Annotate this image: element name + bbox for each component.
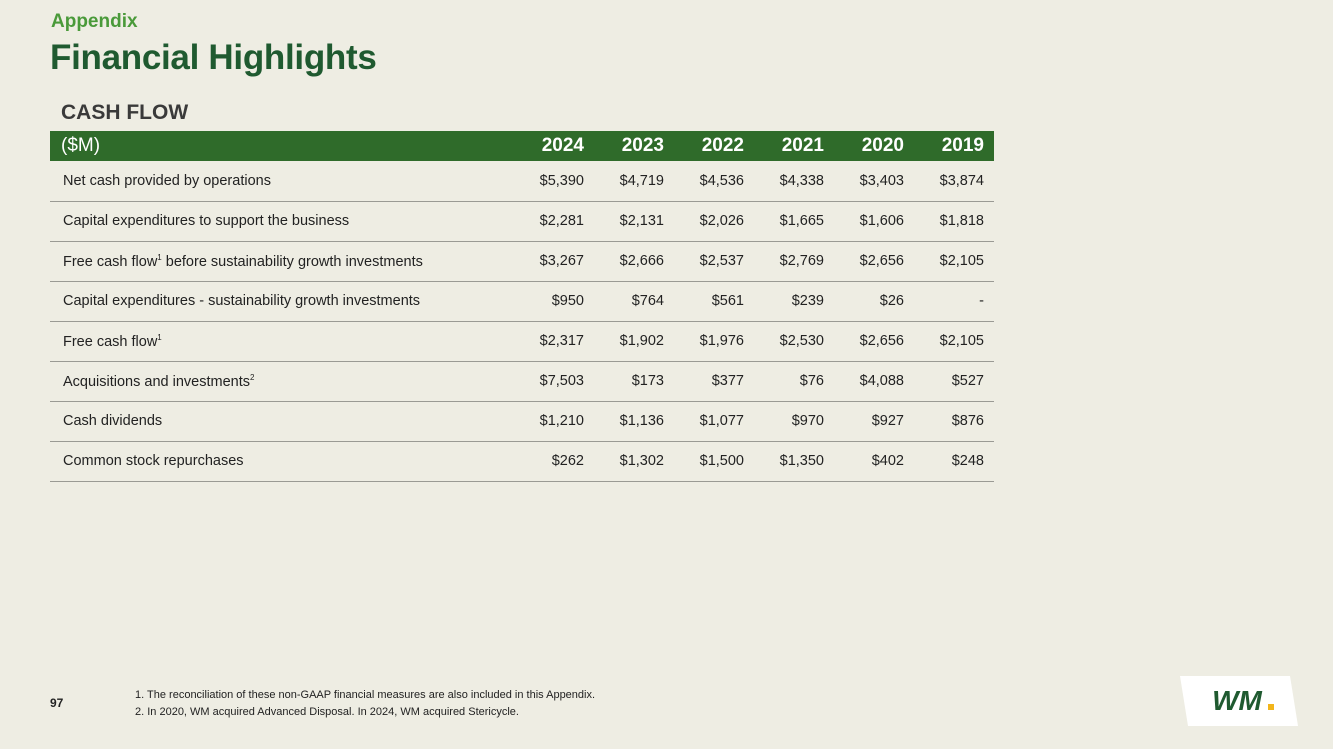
row-label-suffix: before sustainability growth investments [161, 253, 423, 270]
row-label: Capital expenditures - sustainability gr… [50, 281, 514, 321]
cell-value: $764 [631, 293, 664, 309]
row-label: Free cash flow1 before sustainability gr… [50, 241, 514, 281]
cell-value: $402 [871, 453, 904, 469]
row-label-text: Net cash provided by operations [63, 172, 271, 189]
row-label: Free cash flow1 [50, 321, 514, 361]
year-header: 2020 [861, 135, 904, 156]
cell-value: $2,105 [939, 253, 984, 269]
cash-flow-table: ($M) 2024 2023 2022 2021 2020 2019 Net c… [50, 131, 994, 482]
row-label: Acquisitions and investments2 [50, 361, 514, 401]
cell-value: $3,874 [939, 172, 984, 189]
footnote-marker: 2 [250, 372, 255, 382]
row-label-text: Common stock repurchases [63, 453, 244, 469]
table-row: Free cash flow1 before sustainability gr… [50, 241, 994, 281]
cell-value: $1,976 [699, 333, 744, 349]
unit-header: ($M) [61, 135, 101, 156]
page-title: Financial Highlights [50, 38, 377, 77]
cell-value: $2,131 [619, 213, 664, 229]
table-header-row: ($M) 2024 2023 2022 2021 2020 2019 [50, 131, 994, 161]
year-header: 2023 [621, 135, 664, 156]
cell-value: $1,500 [699, 453, 744, 469]
cell-value: $2,281 [539, 213, 584, 229]
cell-value: $4,088 [859, 373, 904, 389]
row-label-text: Free cash flow [63, 333, 158, 350]
footnote-marker: 1 [157, 332, 162, 342]
row-label: Capital expenditures to support the busi… [50, 201, 514, 241]
cell-value: $1,818 [939, 213, 984, 229]
row-label-text: Capital expenditures - sustainability gr… [63, 293, 421, 309]
footnotes: 1. The reconciliation of these non-GAAP … [135, 687, 595, 721]
cell-value: $76 [799, 373, 824, 389]
footnote-marker: 1 [157, 252, 162, 262]
cell-value: $4,338 [779, 172, 824, 189]
cell-value: $527 [951, 373, 984, 389]
cell-value: $1,350 [779, 453, 824, 469]
year-header: 2021 [781, 135, 824, 156]
cell-value: $26 [879, 293, 904, 309]
cell-value: $1,136 [619, 413, 664, 429]
cell-value: $2,769 [779, 253, 824, 269]
cell-value: $2,656 [859, 253, 904, 269]
row-label-text: Free cash flow [63, 253, 158, 270]
cell-value: $377 [711, 373, 744, 389]
row-label-text: Acquisitions and investments [63, 373, 250, 390]
cell-value: - [979, 293, 984, 309]
row-label: Net cash provided by operations [50, 161, 514, 201]
cell-value: $239 [791, 293, 824, 309]
cell-value: $2,656 [859, 333, 904, 349]
eyebrow-label: Appendix [51, 11, 138, 32]
cell-value: $1,902 [619, 333, 664, 349]
cell-value: $262 [551, 453, 584, 469]
cell-value: $2,317 [539, 333, 584, 349]
cell-value: $1,302 [619, 453, 664, 469]
row-label-text: Cash dividends [63, 413, 163, 429]
cell-value: $927 [871, 413, 904, 429]
cell-value: $2,666 [619, 253, 664, 269]
footnote: 1. The reconciliation of these non-GAAP … [135, 689, 596, 701]
cell-value: $2,105 [939, 333, 984, 349]
cell-value: $1,210 [539, 413, 584, 429]
footnote: 2. In 2020, WM acquired Advanced Disposa… [135, 706, 519, 718]
cell-value: $1,606 [859, 213, 904, 229]
section-title: CASH FLOW [61, 101, 189, 124]
cell-value: $2,530 [779, 333, 824, 349]
logo-text: WM [1212, 685, 1262, 716]
page-number: 97 [50, 696, 64, 710]
cell-value: $5,390 [539, 172, 584, 189]
cell-value: $876 [951, 413, 984, 429]
table-row: Common stock repurchases $262 $1,302 $1,500… [50, 441, 994, 481]
table-row: Net cash provided by operations $5,390 $4,… [50, 161, 994, 201]
table-row: Capital expenditures - sustainability gr… [50, 281, 994, 321]
logo-accent [1268, 704, 1274, 710]
cell-value: $950 [551, 293, 584, 309]
cell-value: $3,403 [859, 172, 904, 189]
cell-value: $1,077 [699, 413, 744, 429]
cell-value: $2,026 [699, 213, 744, 229]
cell-value: $248 [951, 453, 984, 469]
cell-value: $4,719 [619, 172, 664, 189]
year-header: 2019 [941, 135, 984, 156]
cell-value: $561 [711, 293, 744, 309]
cell-value: $1,665 [779, 213, 824, 229]
table-row: Free cash flow1 $2,317 $1,902 $1,976 $2,530 $… [50, 321, 994, 361]
row-label: Common stock repurchases [50, 441, 514, 481]
row-label: Cash dividends [50, 401, 514, 441]
row-label-text: Capital expenditures to support the busi… [63, 213, 350, 229]
table-row: Capital expenditures to support the busi… [50, 201, 994, 241]
table-row: Acquisitions and investments2 $7,503 $173 $… [50, 361, 994, 401]
wm-logo: WM [1180, 676, 1298, 726]
cell-value: $970 [791, 413, 824, 429]
cell-value: $173 [631, 373, 664, 389]
cell-value: $3,267 [539, 253, 584, 269]
cell-value: $2,537 [699, 253, 744, 269]
year-header: 2024 [541, 135, 584, 156]
year-header: 2022 [701, 135, 744, 156]
table-row: Cash dividends $1,210 $1,136 $1,077 $970 $927… [50, 401, 994, 441]
cell-value: $7,503 [539, 373, 584, 389]
cell-value: $4,536 [699, 172, 744, 189]
